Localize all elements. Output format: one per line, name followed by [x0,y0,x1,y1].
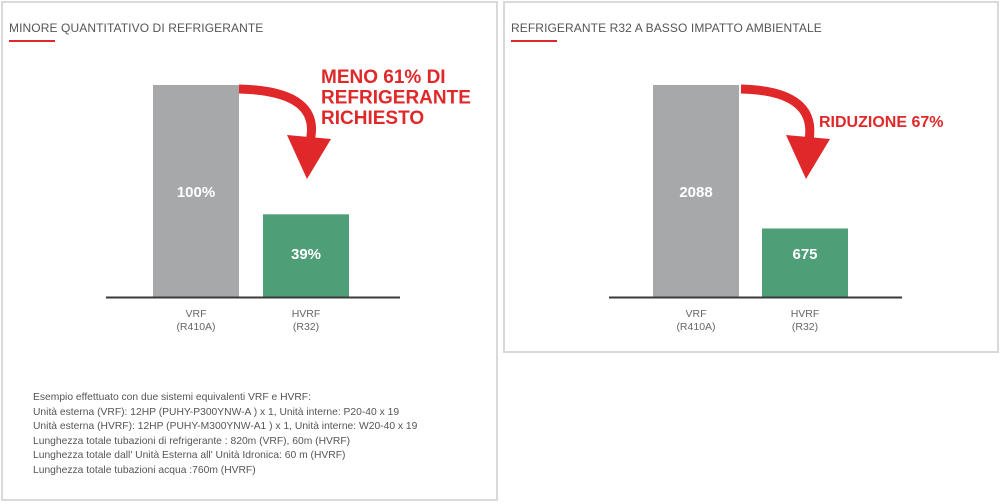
bar [653,85,739,297]
footnote: Esempio effettuato con due sistemi equiv… [33,391,417,479]
x-tick-label: VRF [686,308,707,320]
annotation-text: REFRIGERANTE [321,88,471,109]
chart-svg: 100% VRF(R410A) 39% HVRF(R32) MENO 61% DIREF… [106,67,471,333]
title-accent-rule [9,40,55,42]
reduction-arrow [238,84,331,179]
chart-panel-right: REFRIGERANTE R32 A BASSO IMPATTO AMBIENT… [503,1,999,353]
bar-value-label: 675 [792,246,817,263]
bar [153,85,239,297]
footnote-line: Lunghezza totale tubazioni di refrigeran… [33,435,351,447]
arrow-shaft [740,84,815,147]
x-tick-sublabel: (R410A) [676,321,715,333]
x-tick-sublabel: (R410A) [176,321,215,333]
bar-value-label: 39% [291,246,321,263]
arrow-shaft [238,84,316,147]
arrow-head [786,135,830,179]
bar-value-label: 2088 [679,184,712,201]
x-tick-label: HVRF [791,308,820,320]
x-tick-label: HVRF [292,308,321,320]
x-tick-sublabel: (R32) [293,321,319,333]
arrow-head [287,135,331,179]
bar-value-label: 100% [177,184,215,201]
chart-title: MINORE QUANTITATIVO DI REFRIGERANTE [9,21,264,35]
bar [263,214,349,297]
footnote-line: Lunghezza totale dall' Unità Esterna all… [33,450,346,462]
annotation-text: MENO 61% DI [321,67,446,88]
x-tick-sublabel: (R32) [792,321,818,333]
x-tick-label: VRF [186,308,207,320]
bar [762,228,848,297]
reduction-arrow [740,84,830,179]
annotation-text: RICHIESTO [321,108,424,129]
title-accent-rule [511,40,557,42]
footnote-line: Unità esterna (VRF): 12HP (PUHY-P300YNW-… [33,406,400,418]
footnote-line: Unità esterna (HVRF): 12HP (PUHY-M300YNW… [33,421,418,433]
chart-panel-left: MINORE QUANTITATIVO DI REFRIGERANTE 100%… [1,1,498,501]
footnote-line: Esempio effettuato con due sistemi equiv… [33,392,311,403]
annotation-text: RIDUZIONE 67% [819,114,943,131]
chart-svg: 2088 VRF(R410A) 675 HVRF(R32) RIDUZIONE 67% [609,84,943,333]
chart-title: REFRIGERANTE R32 A BASSO IMPATTO AMBIENT… [511,21,822,35]
footnote-line: Lunghezza totale tubazioni acqua :760m (… [33,464,256,476]
